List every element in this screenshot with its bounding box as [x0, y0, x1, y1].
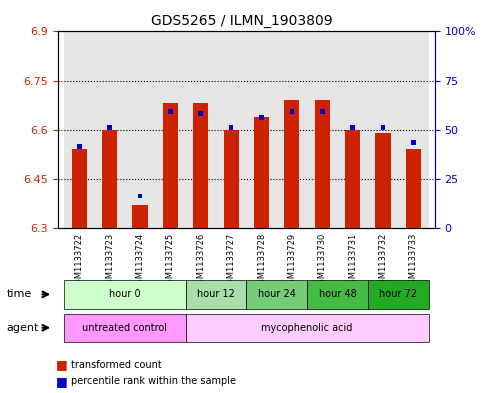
Text: time: time [6, 289, 31, 299]
Bar [224, 130, 239, 228]
Bar [338, 31, 368, 228]
Bar [216, 31, 246, 228]
Bar [398, 31, 428, 228]
Text: hour 12: hour 12 [197, 289, 235, 299]
Text: mycophenolic acid: mycophenolic acid [261, 323, 353, 333]
Bar [375, 133, 391, 228]
Bar [64, 31, 94, 228]
Text: hour 72: hour 72 [379, 289, 417, 299]
Bar [168, 109, 172, 114]
Bar [254, 117, 269, 228]
Bar [411, 141, 416, 145]
Text: ■: ■ [56, 358, 67, 371]
Text: untreated control: untreated control [82, 323, 167, 333]
Bar [107, 125, 112, 130]
Bar [284, 100, 299, 228]
Bar [138, 194, 142, 198]
Bar [199, 111, 203, 116]
Text: agent: agent [6, 323, 39, 333]
Bar [94, 31, 125, 228]
Bar [259, 115, 264, 120]
Bar [132, 205, 148, 228]
Bar [77, 145, 82, 149]
Bar [163, 103, 178, 228]
Text: percentile rank within the sample: percentile rank within the sample [71, 376, 237, 386]
Bar [315, 100, 330, 228]
Bar [307, 31, 338, 228]
Bar [193, 103, 208, 228]
Bar [290, 109, 294, 114]
Bar [368, 31, 398, 228]
Bar [350, 125, 355, 130]
Bar [102, 130, 117, 228]
Bar [229, 125, 233, 130]
Text: ■: ■ [56, 375, 67, 388]
Text: hour 48: hour 48 [319, 289, 356, 299]
Bar [185, 31, 216, 228]
Bar [406, 149, 421, 228]
Text: GDS5265 / ILMN_1903809: GDS5265 / ILMN_1903809 [151, 14, 332, 28]
Bar [320, 109, 325, 114]
Bar [246, 31, 277, 228]
Text: transformed count: transformed count [71, 360, 162, 370]
Bar [155, 31, 185, 228]
Text: hour 24: hour 24 [258, 289, 296, 299]
Bar [71, 149, 87, 228]
Text: hour 0: hour 0 [109, 289, 141, 299]
Bar [345, 130, 360, 228]
Bar [277, 31, 307, 228]
Bar [381, 125, 385, 130]
Bar [125, 31, 155, 228]
